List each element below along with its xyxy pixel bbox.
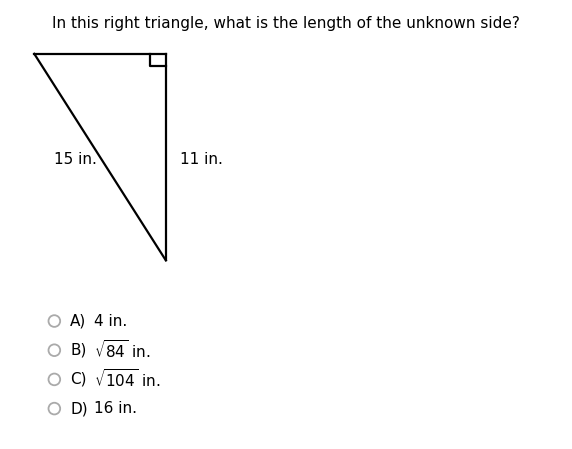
Text: B): B) [70, 343, 87, 358]
Text: $\sqrt{84}$ in.: $\sqrt{84}$ in. [94, 339, 151, 361]
Text: C): C) [70, 372, 87, 387]
Text: A): A) [70, 313, 86, 329]
Text: In this right triangle, what is the length of the unknown side?: In this right triangle, what is the leng… [52, 16, 520, 31]
Text: D): D) [70, 401, 88, 416]
Text: 16 in.: 16 in. [94, 401, 137, 416]
Text: $\sqrt{104}$ in.: $\sqrt{104}$ in. [94, 369, 161, 390]
Text: 4 in.: 4 in. [94, 313, 128, 329]
Text: 11 in.: 11 in. [180, 152, 223, 167]
Text: 15 in.: 15 in. [54, 152, 97, 167]
